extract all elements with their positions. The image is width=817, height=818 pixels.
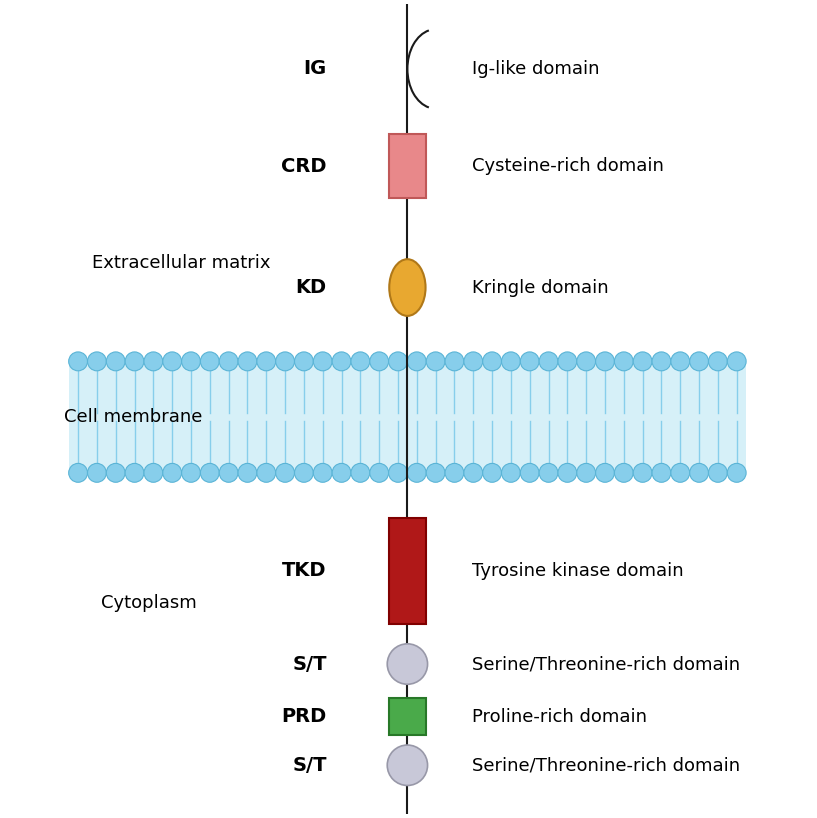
Circle shape — [257, 463, 275, 483]
Circle shape — [727, 352, 746, 371]
Circle shape — [727, 463, 746, 483]
Circle shape — [389, 352, 408, 371]
Text: PRD: PRD — [282, 708, 327, 726]
Circle shape — [106, 463, 125, 483]
Text: TKD: TKD — [282, 561, 327, 581]
Circle shape — [671, 463, 690, 483]
Circle shape — [445, 352, 464, 371]
Circle shape — [370, 463, 389, 483]
Circle shape — [238, 352, 257, 371]
Circle shape — [426, 352, 445, 371]
Circle shape — [351, 352, 370, 371]
Text: Cysteine-rich domain: Cysteine-rich domain — [472, 157, 663, 175]
Circle shape — [596, 352, 614, 371]
Circle shape — [408, 352, 426, 371]
Circle shape — [200, 352, 219, 371]
Text: S/T: S/T — [292, 756, 327, 775]
Circle shape — [483, 463, 502, 483]
Circle shape — [520, 463, 539, 483]
Circle shape — [502, 352, 520, 371]
Circle shape — [708, 352, 727, 371]
Ellipse shape — [387, 745, 427, 785]
Circle shape — [633, 352, 652, 371]
Circle shape — [125, 352, 144, 371]
Circle shape — [558, 352, 577, 371]
Circle shape — [539, 352, 558, 371]
Circle shape — [671, 352, 690, 371]
Circle shape — [708, 463, 727, 483]
Text: Cell membrane: Cell membrane — [64, 408, 203, 426]
Bar — [389, 519, 426, 623]
Bar — [69, 361, 746, 474]
Circle shape — [389, 463, 408, 483]
Circle shape — [633, 463, 652, 483]
Text: CRD: CRD — [281, 156, 327, 176]
Text: Proline-rich domain: Proline-rich domain — [472, 708, 647, 726]
Text: S/T: S/T — [292, 654, 327, 673]
Circle shape — [238, 463, 257, 483]
Text: Tyrosine kinase domain: Tyrosine kinase domain — [472, 562, 684, 580]
Circle shape — [539, 463, 558, 483]
Circle shape — [351, 463, 370, 483]
Circle shape — [275, 463, 294, 483]
Text: KD: KD — [296, 278, 327, 297]
Ellipse shape — [389, 259, 426, 316]
Text: IG: IG — [303, 60, 327, 79]
Circle shape — [144, 463, 163, 483]
Bar — [389, 133, 426, 199]
Circle shape — [370, 352, 389, 371]
Circle shape — [294, 463, 313, 483]
Text: Cytoplasm: Cytoplasm — [101, 595, 197, 613]
Circle shape — [87, 463, 106, 483]
Circle shape — [313, 463, 333, 483]
Circle shape — [181, 463, 200, 483]
Circle shape — [294, 352, 313, 371]
Text: Serine/Threonine-rich domain: Serine/Threonine-rich domain — [472, 655, 740, 673]
Circle shape — [690, 463, 708, 483]
Circle shape — [69, 352, 87, 371]
Circle shape — [577, 352, 596, 371]
Circle shape — [219, 352, 238, 371]
Circle shape — [163, 352, 181, 371]
Circle shape — [614, 463, 633, 483]
Circle shape — [464, 352, 483, 371]
Circle shape — [690, 352, 708, 371]
Circle shape — [520, 352, 539, 371]
Circle shape — [426, 463, 445, 483]
Circle shape — [652, 352, 671, 371]
Circle shape — [106, 352, 125, 371]
Circle shape — [163, 463, 181, 483]
Circle shape — [558, 463, 577, 483]
Text: Kringle domain: Kringle domain — [472, 279, 609, 297]
Circle shape — [596, 463, 614, 483]
Text: Serine/Threonine-rich domain: Serine/Threonine-rich domain — [472, 757, 740, 775]
Circle shape — [257, 352, 275, 371]
Circle shape — [87, 352, 106, 371]
Bar — [389, 699, 426, 735]
Circle shape — [69, 463, 87, 483]
Circle shape — [614, 352, 633, 371]
Text: Ig-like domain: Ig-like domain — [472, 60, 600, 78]
Circle shape — [313, 352, 333, 371]
Text: Extracellular matrix: Extracellular matrix — [92, 254, 271, 272]
Circle shape — [464, 463, 483, 483]
Circle shape — [577, 463, 596, 483]
Circle shape — [333, 352, 351, 371]
Circle shape — [144, 352, 163, 371]
Circle shape — [219, 463, 238, 483]
Circle shape — [333, 463, 351, 483]
Ellipse shape — [387, 644, 427, 685]
Circle shape — [275, 352, 294, 371]
Circle shape — [408, 463, 426, 483]
Circle shape — [181, 352, 200, 371]
Circle shape — [502, 463, 520, 483]
Circle shape — [445, 463, 464, 483]
Circle shape — [483, 352, 502, 371]
Circle shape — [125, 463, 144, 483]
Circle shape — [200, 463, 219, 483]
Circle shape — [652, 463, 671, 483]
